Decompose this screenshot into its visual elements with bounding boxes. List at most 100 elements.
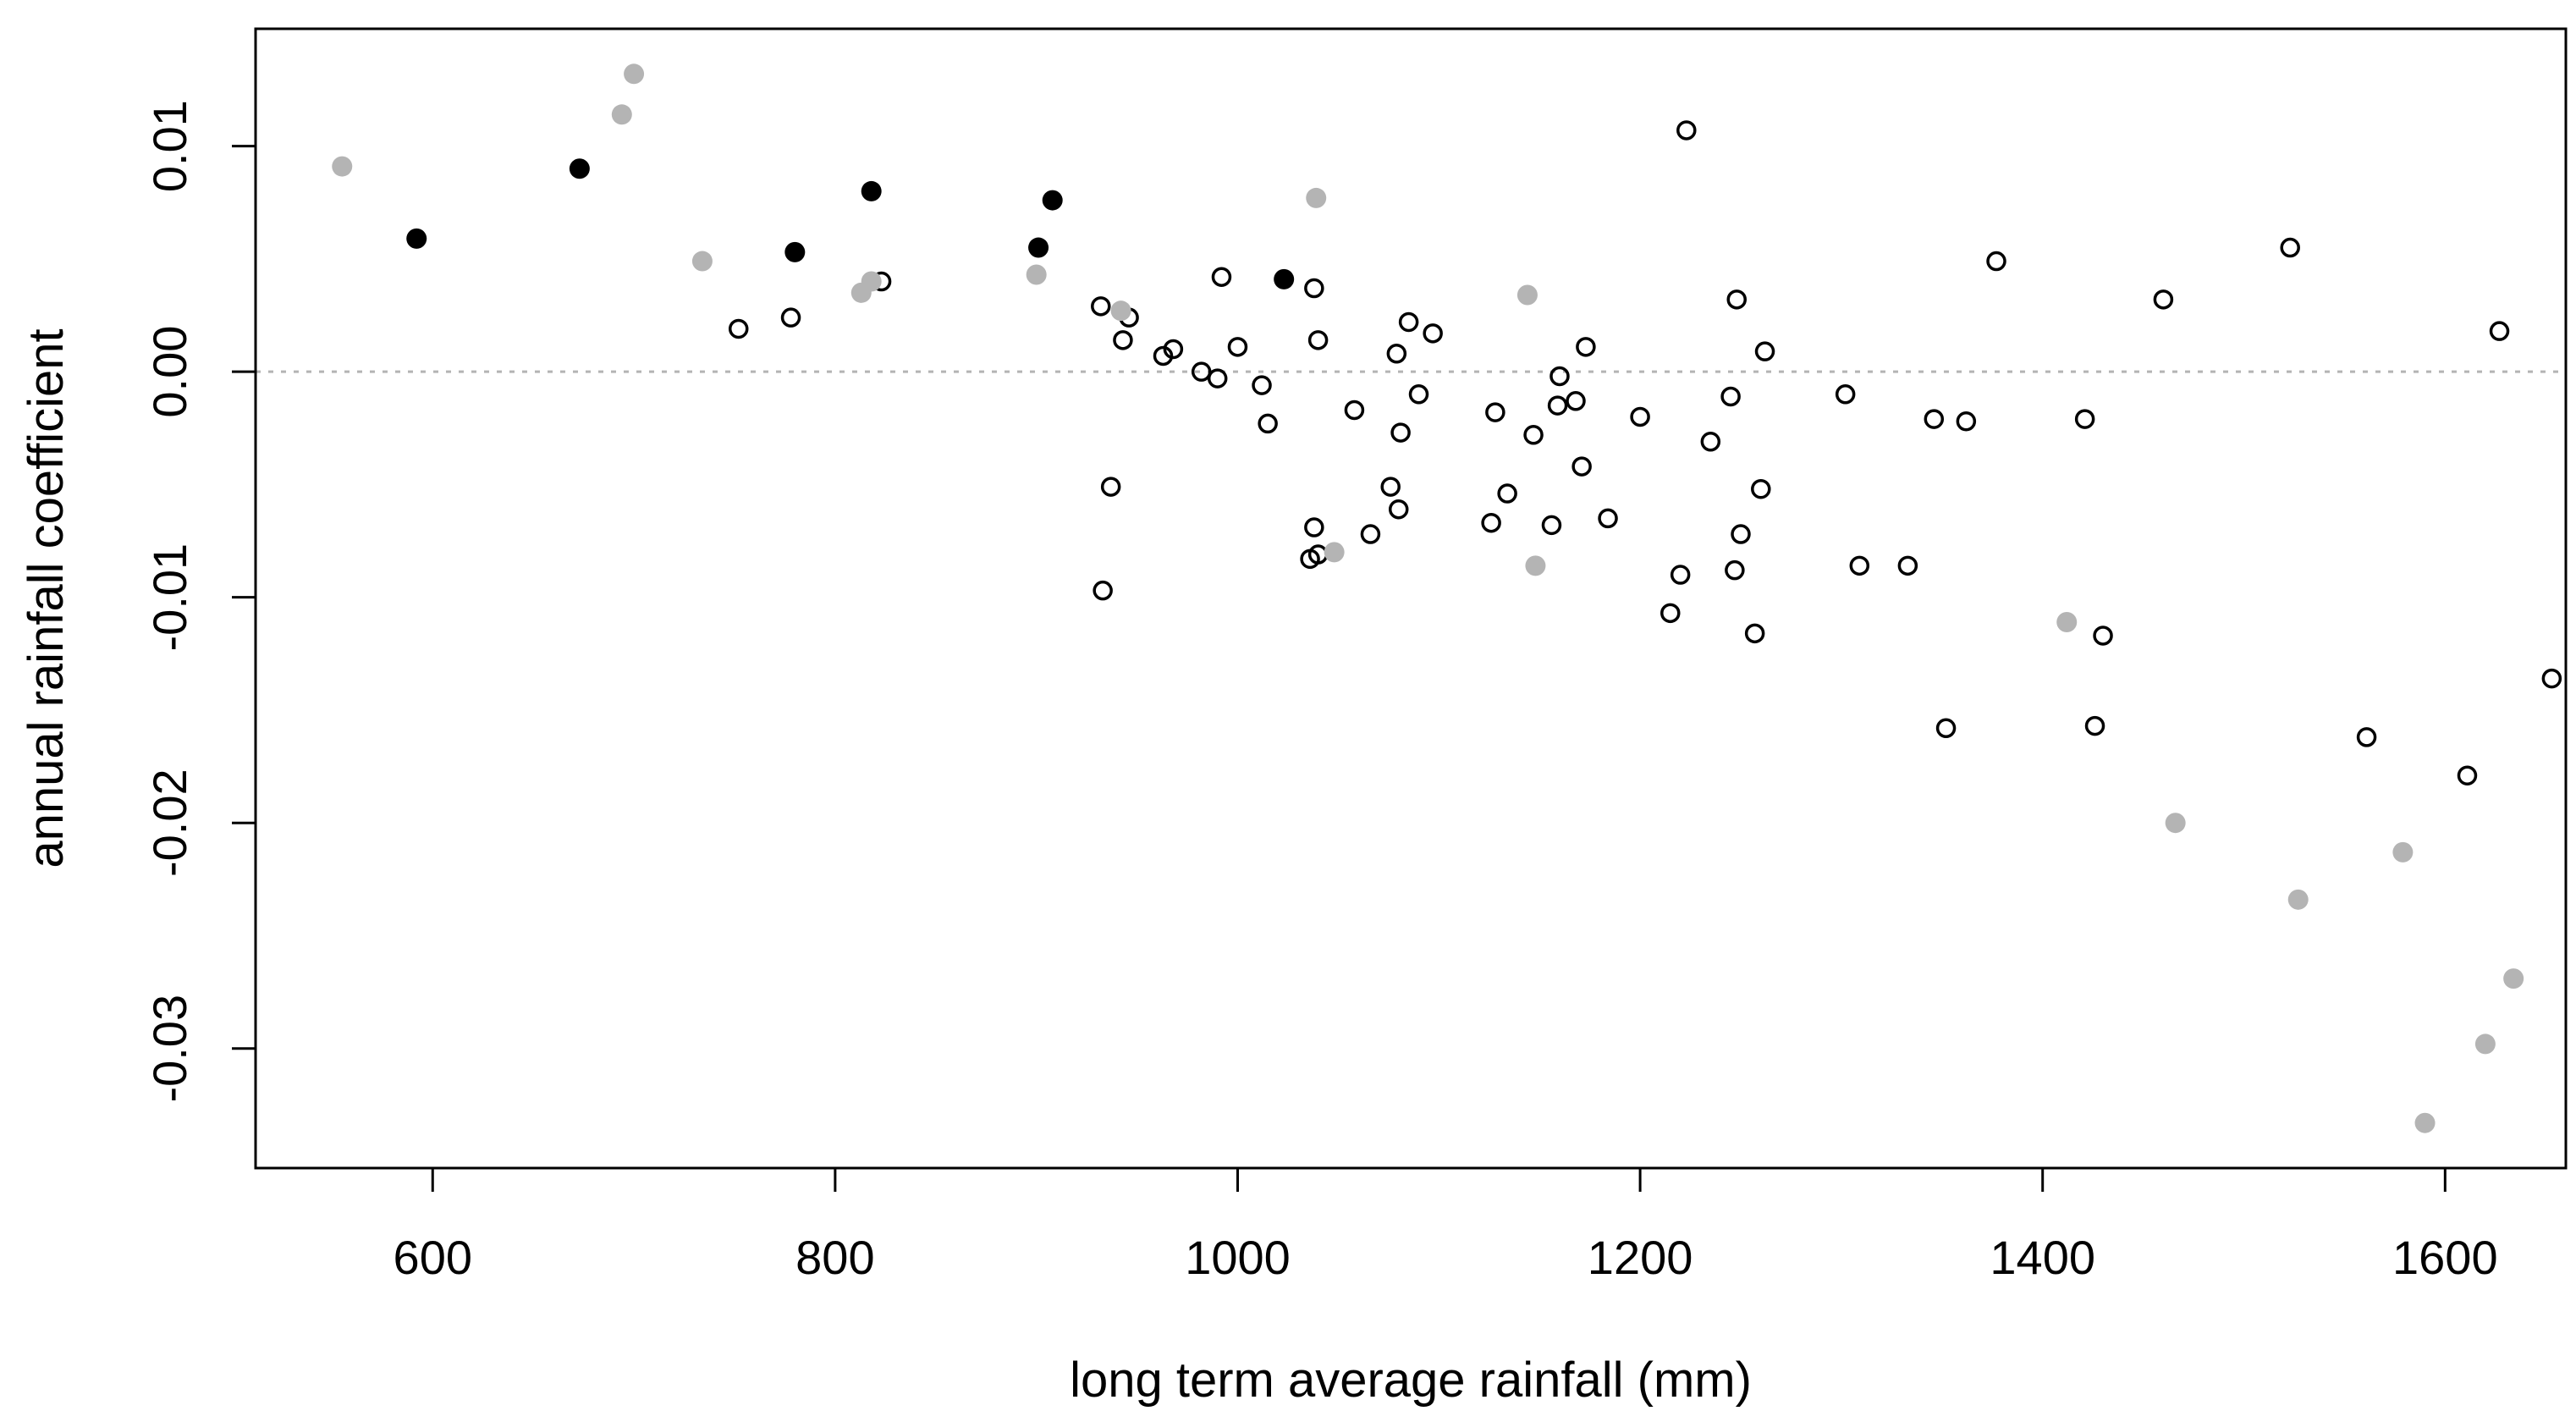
solid-black-point [1028,237,1049,258]
hollow-point [1835,384,1856,405]
solid-grey-point [2503,968,2524,989]
solid-grey-point [1525,555,1546,576]
hollow-point [1541,515,1562,536]
hollow-point [1571,456,1592,477]
hollow-point [2153,289,2174,310]
solid-black-point [1274,268,1295,289]
y-tick-label: 0.00 [143,326,196,418]
hollow-point [2074,409,2095,429]
hollow-point [1956,411,1977,432]
data-points [332,63,2562,1133]
solid-grey-point [2414,1112,2436,1133]
hollow-point [1725,559,1745,581]
hollow-point [1390,422,1411,443]
y-tick-label: -0.01 [143,543,196,652]
hollow-point [1207,368,1228,389]
hollow-point [1676,120,1697,141]
hollow-point [1398,311,1419,333]
y-tick-label: -0.03 [143,995,196,1103]
solid-grey-point [861,271,882,292]
hollow-point [2489,321,2510,341]
hollow-point [1113,330,1133,350]
solid-black-point [1042,190,1063,211]
hollow-point [1720,386,1741,407]
solid-grey-point [2165,813,2186,834]
hollow-point [1751,478,1771,499]
x-tick-label: 600 [394,1231,472,1284]
hollow-point [1523,425,1544,445]
hollow-point [1481,512,1501,533]
x-axis: 600 800 1000 1200 1400 1600 [394,1168,2498,1284]
solid-grey-point [624,63,645,85]
hollow-point [1360,524,1381,544]
hollow-point [1935,718,1957,739]
hollow-point [1307,330,1329,350]
hollow-point [1897,555,1918,576]
hollow-point [2356,727,2377,747]
hollow-point [2280,237,2300,258]
hollow-point [1386,344,1407,364]
x-tick-label: 1400 [1990,1231,2095,1284]
x-tick-label: 800 [795,1231,874,1284]
hollow-point [1576,337,1596,357]
hollow-point [2541,668,2562,689]
solid-grey-point [1026,264,1047,285]
hollow-point [1670,565,1691,585]
hollow-point [1924,409,1945,429]
hollow-point [1630,406,1650,427]
hollow-point [1191,361,1212,382]
hollow-point [1485,402,1505,422]
solid-black-point [784,241,806,262]
hollow-point [2084,715,2105,736]
x-tick-label: 1600 [2392,1231,2498,1284]
solid-grey-point [332,156,353,177]
solid-grey-point [1516,284,1538,306]
y-tick-label: 0.01 [143,100,196,192]
hollow-point [1388,499,1409,520]
y-axis-title: annual rainfall coefficient [19,328,74,868]
solid-grey-point [611,104,632,125]
hollow-point [1227,337,1248,357]
hollow-point [1598,508,1618,529]
hollow-point [1754,341,1775,361]
solid-grey-point [2287,889,2309,910]
hollow-point [1549,366,1570,387]
hollow-point [1304,517,1324,537]
solid-grey-point [691,251,713,272]
hollow-point [1093,580,1113,601]
hollow-point [1100,477,1121,497]
hollow-point [1408,384,1429,405]
x-tick-label: 1000 [1185,1231,1291,1284]
hollow-point [1380,477,1401,497]
hollow-point [2093,626,2113,646]
hollow-point [1304,278,1324,299]
hollow-point [1986,251,2006,272]
hollow-point [780,307,801,328]
solid-grey-point [1324,542,1345,563]
solid-grey-point [2474,1033,2496,1055]
y-axis: 0.01 0.00 -0.01 -0.02 -0.03 [143,100,256,1103]
hollow-point [1497,483,1517,504]
solid-black-point [406,228,427,249]
hollow-point [1744,623,1765,644]
hollow-point [1700,432,1721,452]
hollow-point [1731,524,1751,544]
hollow-point [1163,339,1184,360]
hollow-point [1344,400,1365,421]
solid-grey-point [2392,841,2414,863]
hollow-point [1153,345,1174,367]
hollow-point [1258,413,1278,434]
hollow-point [728,318,749,339]
hollow-point [1660,603,1681,624]
hollow-point [1423,323,1443,344]
hollow-point [1547,395,1568,416]
solid-grey-point [1306,187,1327,208]
x-tick-label: 1200 [1588,1231,1693,1284]
hollow-point [1726,289,1747,310]
solid-grey-point [1110,300,1131,322]
solid-grey-point [2056,611,2078,632]
y-tick-label: -0.02 [143,769,196,877]
solid-black-point [861,180,882,201]
